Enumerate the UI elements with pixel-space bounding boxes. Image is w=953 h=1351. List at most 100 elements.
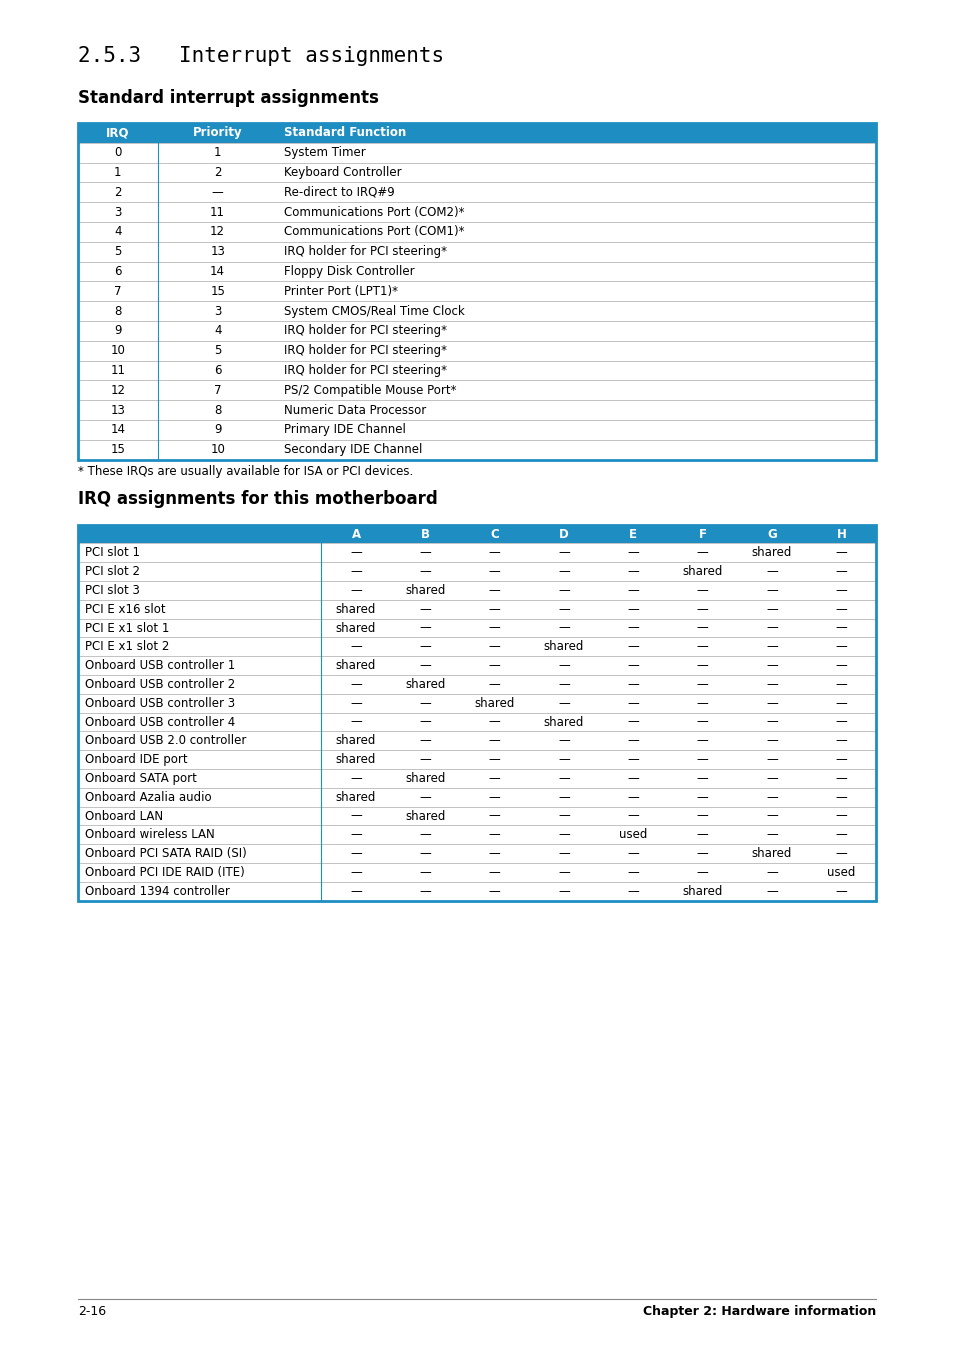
Text: —: — — [419, 885, 431, 897]
Text: shared: shared — [405, 678, 445, 690]
Text: —: — — [212, 186, 223, 199]
Bar — [78, 562, 875, 581]
Text: —: — — [558, 866, 569, 880]
Bar — [78, 657, 875, 676]
Text: —: — — [350, 866, 361, 880]
Text: A: A — [351, 527, 360, 540]
Text: Standard Function: Standard Function — [284, 127, 406, 139]
Text: —: — — [765, 828, 777, 842]
Bar — [78, 638, 875, 657]
Bar — [78, 222, 875, 242]
Text: —: — — [488, 771, 500, 785]
Bar — [78, 203, 875, 222]
Bar — [78, 400, 875, 420]
Bar — [78, 420, 875, 440]
Text: 3: 3 — [114, 205, 121, 219]
Text: —: — — [350, 584, 361, 597]
Text: 5: 5 — [213, 345, 221, 357]
Text: —: — — [835, 885, 846, 897]
Bar — [78, 262, 875, 281]
Text: —: — — [835, 584, 846, 597]
Text: 13: 13 — [111, 404, 125, 416]
Text: —: — — [488, 885, 500, 897]
Text: * These IRQs are usually available for ISA or PCI devices.: * These IRQs are usually available for I… — [78, 465, 413, 478]
Text: —: — — [558, 790, 569, 804]
Text: —: — — [419, 716, 431, 728]
Text: —: — — [350, 565, 361, 578]
Bar — [78, 676, 875, 694]
Text: —: — — [350, 847, 361, 861]
Text: 8: 8 — [213, 404, 221, 416]
Text: —: — — [765, 565, 777, 578]
Text: Primary IDE Channel: Primary IDE Channel — [284, 423, 406, 436]
Bar — [78, 581, 875, 600]
Text: —: — — [627, 659, 639, 671]
Text: —: — — [419, 866, 431, 880]
Text: 9: 9 — [114, 324, 122, 338]
Bar — [78, 694, 875, 712]
Text: H: H — [836, 527, 845, 540]
Text: —: — — [419, 753, 431, 766]
Text: —: — — [350, 828, 361, 842]
Text: 8: 8 — [114, 304, 121, 317]
Text: —: — — [488, 565, 500, 578]
Text: —: — — [419, 790, 431, 804]
Text: —: — — [696, 753, 708, 766]
Text: shared: shared — [335, 659, 375, 671]
Text: 12: 12 — [210, 226, 225, 238]
Text: 13: 13 — [210, 245, 225, 258]
Text: —: — — [835, 828, 846, 842]
Text: —: — — [350, 697, 361, 709]
Text: Onboard LAN: Onboard LAN — [85, 809, 163, 823]
Text: —: — — [627, 771, 639, 785]
Text: —: — — [488, 866, 500, 880]
Text: —: — — [696, 716, 708, 728]
Bar — [78, 825, 875, 844]
Text: G: G — [766, 527, 776, 540]
Text: 11: 11 — [210, 205, 225, 219]
Text: Onboard PCI IDE RAID (ITE): Onboard PCI IDE RAID (ITE) — [85, 866, 245, 880]
Text: —: — — [419, 697, 431, 709]
Bar — [78, 750, 875, 769]
Bar — [78, 123, 875, 143]
Text: 14: 14 — [111, 423, 125, 436]
Text: —: — — [627, 790, 639, 804]
Text: —: — — [835, 640, 846, 654]
Text: —: — — [488, 847, 500, 861]
Text: PS/2 Compatible Mouse Port*: PS/2 Compatible Mouse Port* — [284, 384, 456, 397]
Text: —: — — [765, 866, 777, 880]
Text: —: — — [419, 847, 431, 861]
Text: —: — — [627, 565, 639, 578]
Text: —: — — [696, 678, 708, 690]
Text: —: — — [419, 621, 431, 635]
Text: —: — — [627, 621, 639, 635]
Text: —: — — [765, 885, 777, 897]
Text: —: — — [627, 697, 639, 709]
Text: 15: 15 — [111, 443, 125, 457]
Text: Floppy Disk Controller: Floppy Disk Controller — [284, 265, 415, 278]
Bar — [78, 788, 875, 807]
Text: —: — — [350, 716, 361, 728]
Text: —: — — [488, 603, 500, 616]
Text: IRQ holder for PCI steering*: IRQ holder for PCI steering* — [284, 245, 447, 258]
Text: —: — — [835, 809, 846, 823]
Text: —: — — [350, 809, 361, 823]
Text: 9: 9 — [213, 423, 221, 436]
Text: 2: 2 — [213, 166, 221, 178]
Text: shared: shared — [751, 847, 791, 861]
Text: —: — — [419, 735, 431, 747]
Text: —: — — [558, 678, 569, 690]
Text: E: E — [629, 527, 637, 540]
Text: —: — — [627, 584, 639, 597]
Text: shared: shared — [405, 809, 445, 823]
Text: —: — — [696, 584, 708, 597]
Text: Secondary IDE Channel: Secondary IDE Channel — [284, 443, 422, 457]
Text: —: — — [835, 753, 846, 766]
Bar — [78, 301, 875, 322]
Text: PCI E x16 slot: PCI E x16 slot — [85, 603, 166, 616]
Text: —: — — [627, 885, 639, 897]
Text: —: — — [696, 828, 708, 842]
Text: —: — — [696, 771, 708, 785]
Text: —: — — [488, 809, 500, 823]
Text: IRQ holder for PCI steering*: IRQ holder for PCI steering* — [284, 324, 447, 338]
